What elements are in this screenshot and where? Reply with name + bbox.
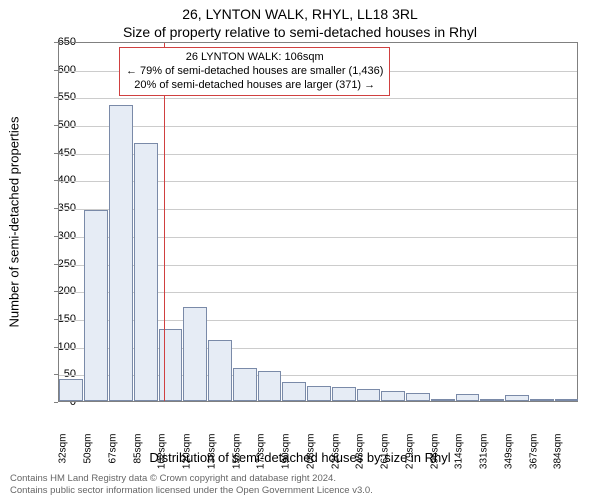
footer-line2: Contains public sector information licen… (10, 485, 373, 496)
histogram-bar (530, 399, 554, 401)
histogram-bar (59, 379, 83, 401)
annotation-line1: 26 LYNTON WALK: 106sqm (126, 51, 383, 65)
histogram-bar (208, 340, 232, 401)
histogram-bar (431, 399, 455, 401)
annotation-box: 26 LYNTON WALK: 106sqm← 79% of semi-deta… (119, 47, 390, 96)
marker-line (164, 43, 165, 401)
histogram-bar (505, 395, 529, 401)
histogram-bar (307, 386, 331, 402)
histogram-bar (406, 393, 430, 401)
y-tick-mark (54, 402, 58, 403)
chart-title-line1: 26, LYNTON WALK, RHYL, LL18 3RL (0, 6, 600, 22)
histogram-bar (134, 143, 158, 401)
chart-container: 26, LYNTON WALK, RHYL, LL18 3RL Size of … (0, 0, 600, 500)
chart-title-line2: Size of property relative to semi-detach… (0, 24, 600, 40)
plot-area: 26 LYNTON WALK: 106sqm← 79% of semi-deta… (58, 42, 578, 402)
histogram-bar (332, 387, 356, 401)
histogram-bar (233, 368, 257, 401)
y-axis-label-wrap: Number of semi-detached properties (0, 42, 20, 402)
gridline (59, 126, 577, 127)
histogram-bar (84, 210, 108, 401)
x-axis-label: Distribution of semi-detached houses by … (0, 450, 600, 465)
histogram-bar (555, 399, 579, 401)
histogram-bar (159, 329, 183, 401)
histogram-bar (480, 399, 504, 401)
annotation-line3: 20% of semi-detached houses are larger (… (126, 79, 383, 93)
histogram-bar (381, 391, 405, 401)
gridline (59, 98, 577, 99)
histogram-bar (282, 382, 306, 401)
histogram-bar (456, 394, 480, 401)
histogram-bar (357, 389, 381, 401)
histogram-bar (258, 371, 282, 401)
histogram-bar (183, 307, 207, 401)
annotation-line2: ← 79% of semi-detached houses are smalle… (126, 65, 383, 79)
footer-line1: Contains HM Land Registry data © Crown c… (10, 473, 336, 484)
y-axis-label: Number of semi-detached properties (7, 117, 22, 328)
histogram-bar (109, 105, 133, 401)
